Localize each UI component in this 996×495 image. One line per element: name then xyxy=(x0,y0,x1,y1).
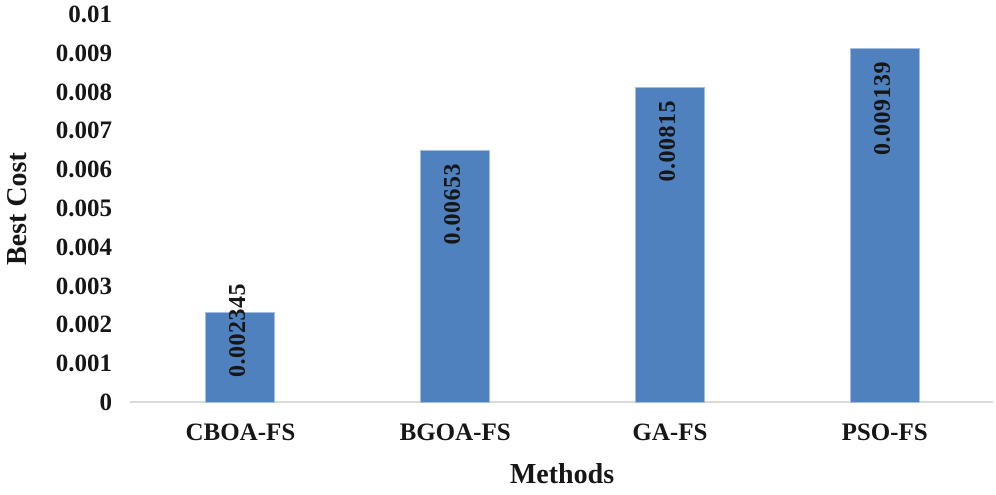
bar-value-label: 0.00653 xyxy=(440,162,467,245)
bar-bgoa-fs xyxy=(420,149,491,403)
bar-pso-fs xyxy=(849,48,920,403)
bar-cboa-fs xyxy=(205,312,276,403)
y-tick-label: 0.002 xyxy=(55,311,112,339)
bar-ga-fs xyxy=(634,86,705,403)
x-tick-label: BGOA-FS xyxy=(399,419,511,446)
y-tick-label: 0.008 xyxy=(55,78,112,106)
y-tick-label: 0.006 xyxy=(55,156,112,184)
x-axis-title: Methods xyxy=(509,459,615,490)
x-tick-label: PSO-FS xyxy=(841,419,928,446)
y-tick-label: 0 xyxy=(99,389,113,416)
bar-value-label: 0.009139 xyxy=(869,61,896,156)
y-tick-label: 0.003 xyxy=(55,272,112,300)
bar-value-label: 0.00815 xyxy=(654,99,681,182)
y-tick-label: 0.01 xyxy=(68,1,112,28)
x-tick-label: GA-FS xyxy=(632,419,708,446)
bar-value-label: 0.002345 xyxy=(225,283,252,377)
x-axis-line xyxy=(130,401,993,403)
x-tick-label: CBOA-FS xyxy=(185,419,296,446)
y-tick-label: 0.009 xyxy=(55,39,112,67)
y-tick-label: 0.005 xyxy=(55,195,112,222)
y-tick-label: 0.007 xyxy=(55,117,112,145)
y-tick-label: 0.001 xyxy=(55,350,112,378)
y-tick-label: 0.004 xyxy=(55,233,112,261)
